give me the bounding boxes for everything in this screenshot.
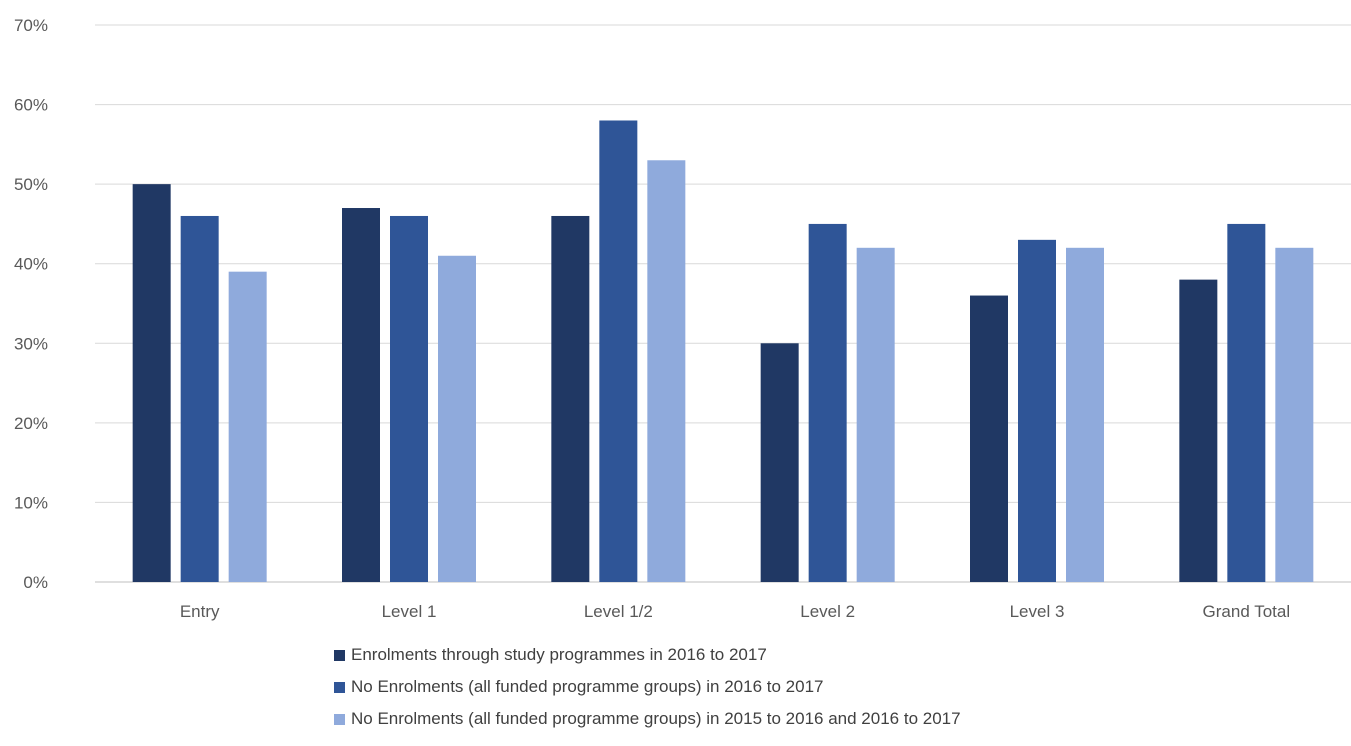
- legend-item-series-2: No Enrolments (all funded programme grou…: [334, 677, 961, 697]
- legend-item-series-1: Enrolments through study programmes in 2…: [334, 645, 961, 665]
- bar-series-2-entry: [180, 215, 219, 582]
- legend-swatch-series-1: [334, 649, 345, 661]
- bar-series-3-entry: [228, 271, 267, 582]
- legend-item-series-3: No Enrolments (all funded programme grou…: [334, 709, 961, 729]
- bar-series-2-level-1-2: [599, 120, 638, 582]
- bar-series-3-level-2: [856, 247, 895, 583]
- x-axis-ticks: Entry Level 1 Level 1/2 Level 2 Level 3 Grand…: [180, 602, 1290, 621]
- x-tick-label: Level 1/2: [584, 602, 653, 621]
- legend-swatch-series-2: [334, 681, 345, 693]
- legend-label-series-3: No Enrolments (all funded programme grou…: [351, 709, 961, 728]
- x-tick-label: Level 1: [382, 602, 437, 621]
- bar-series-3-level-3: [1066, 247, 1104, 583]
- bar-series-1-grand-total: [1179, 279, 1218, 582]
- bar-series-1-entry: [132, 184, 171, 582]
- bar-series-3-grand-total: [1275, 247, 1314, 583]
- y-tick-label: 60%: [14, 96, 48, 115]
- bar-series-1-level-2: [760, 343, 799, 582]
- x-tick-label: Level 2: [800, 602, 855, 621]
- gridlines: [95, 24, 1351, 583]
- y-tick-label: 70%: [14, 16, 48, 35]
- legend-swatch-series-3: [334, 713, 345, 725]
- y-axis-ticks: 0% 10% 20% 30% 40% 50% 60% 70%: [14, 16, 48, 592]
- y-tick-label: 30%: [14, 334, 48, 353]
- bar-series-2-grand-total: [1227, 223, 1266, 582]
- y-tick-label: 10%: [14, 493, 48, 512]
- bar-series-2-level-2: [808, 223, 847, 582]
- y-tick-label: 50%: [14, 175, 48, 194]
- x-tick-label: Grand Total: [1203, 602, 1291, 621]
- bar-series-1-level-3: [970, 295, 1008, 582]
- bars: [132, 120, 1314, 583]
- bar-series-3-level-1: [438, 255, 476, 582]
- x-tick-label: Entry: [180, 602, 220, 621]
- bar-series-2-level-1: [390, 215, 428, 582]
- x-tick-label: Level 3: [1010, 602, 1065, 621]
- bar-series-1-level-1-2: [551, 215, 590, 582]
- bar-series-2-level-3: [1018, 239, 1056, 583]
- y-tick-label: 0%: [23, 573, 48, 592]
- bar-series-3-level-1-2: [647, 160, 686, 582]
- y-tick-label: 40%: [14, 255, 48, 274]
- legend-label-series-1: Enrolments through study programmes in 2…: [351, 645, 767, 664]
- legend-label-series-2: No Enrolments (all funded programme grou…: [351, 677, 824, 696]
- y-tick-label: 20%: [14, 414, 48, 433]
- bar-chart: 0% 10% 20% 30% 40% 50% 60% 70% Entry Level 1 Leve…: [14, 16, 1351, 621]
- bar-series-1-level-1: [342, 208, 380, 582]
- legend: Enrolments through study programmes in 2…: [334, 645, 961, 741]
